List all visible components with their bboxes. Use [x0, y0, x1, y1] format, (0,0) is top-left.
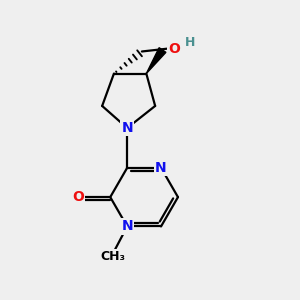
Text: O: O [168, 41, 180, 56]
Text: N: N [122, 121, 133, 135]
Text: O: O [72, 190, 84, 204]
Text: H: H [184, 36, 195, 49]
Text: N: N [122, 219, 133, 233]
Polygon shape [146, 48, 166, 74]
Text: CH₃: CH₃ [100, 250, 125, 263]
Text: N: N [155, 161, 167, 175]
